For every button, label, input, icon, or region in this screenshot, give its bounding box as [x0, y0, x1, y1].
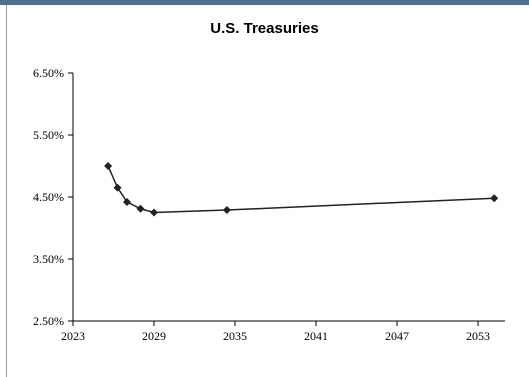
- chart-title: U.S. Treasuries: [210, 20, 319, 37]
- x-tick-label: 2023: [61, 329, 85, 343]
- data-point-marker: [113, 183, 122, 192]
- top-accent-bar: [0, 0, 529, 5]
- x-tick-label: 2035: [223, 329, 247, 343]
- y-tick-label: 2.50%: [33, 314, 64, 328]
- data-point-marker: [490, 194, 499, 203]
- y-tick-label: 3.50%: [33, 252, 64, 266]
- series-line: [107, 165, 495, 214]
- data-point-marker: [104, 162, 113, 170]
- data-point-marker: [123, 197, 131, 206]
- x-tick-label: 2041: [304, 329, 328, 343]
- x-tick-label: 2047: [385, 329, 409, 343]
- y-tick-label: 6.50%: [33, 66, 64, 80]
- x-tick-label: 2029: [142, 329, 166, 343]
- x-tick-label: 2053: [466, 329, 490, 343]
- y-tick-label: 5.50%: [33, 128, 64, 142]
- data-point-marker: [222, 206, 231, 215]
- data-point-marker: [136, 204, 145, 213]
- y-tick-label: 4.50%: [33, 190, 64, 204]
- left-border-rule: [6, 5, 7, 377]
- data-point-marker: [150, 208, 158, 217]
